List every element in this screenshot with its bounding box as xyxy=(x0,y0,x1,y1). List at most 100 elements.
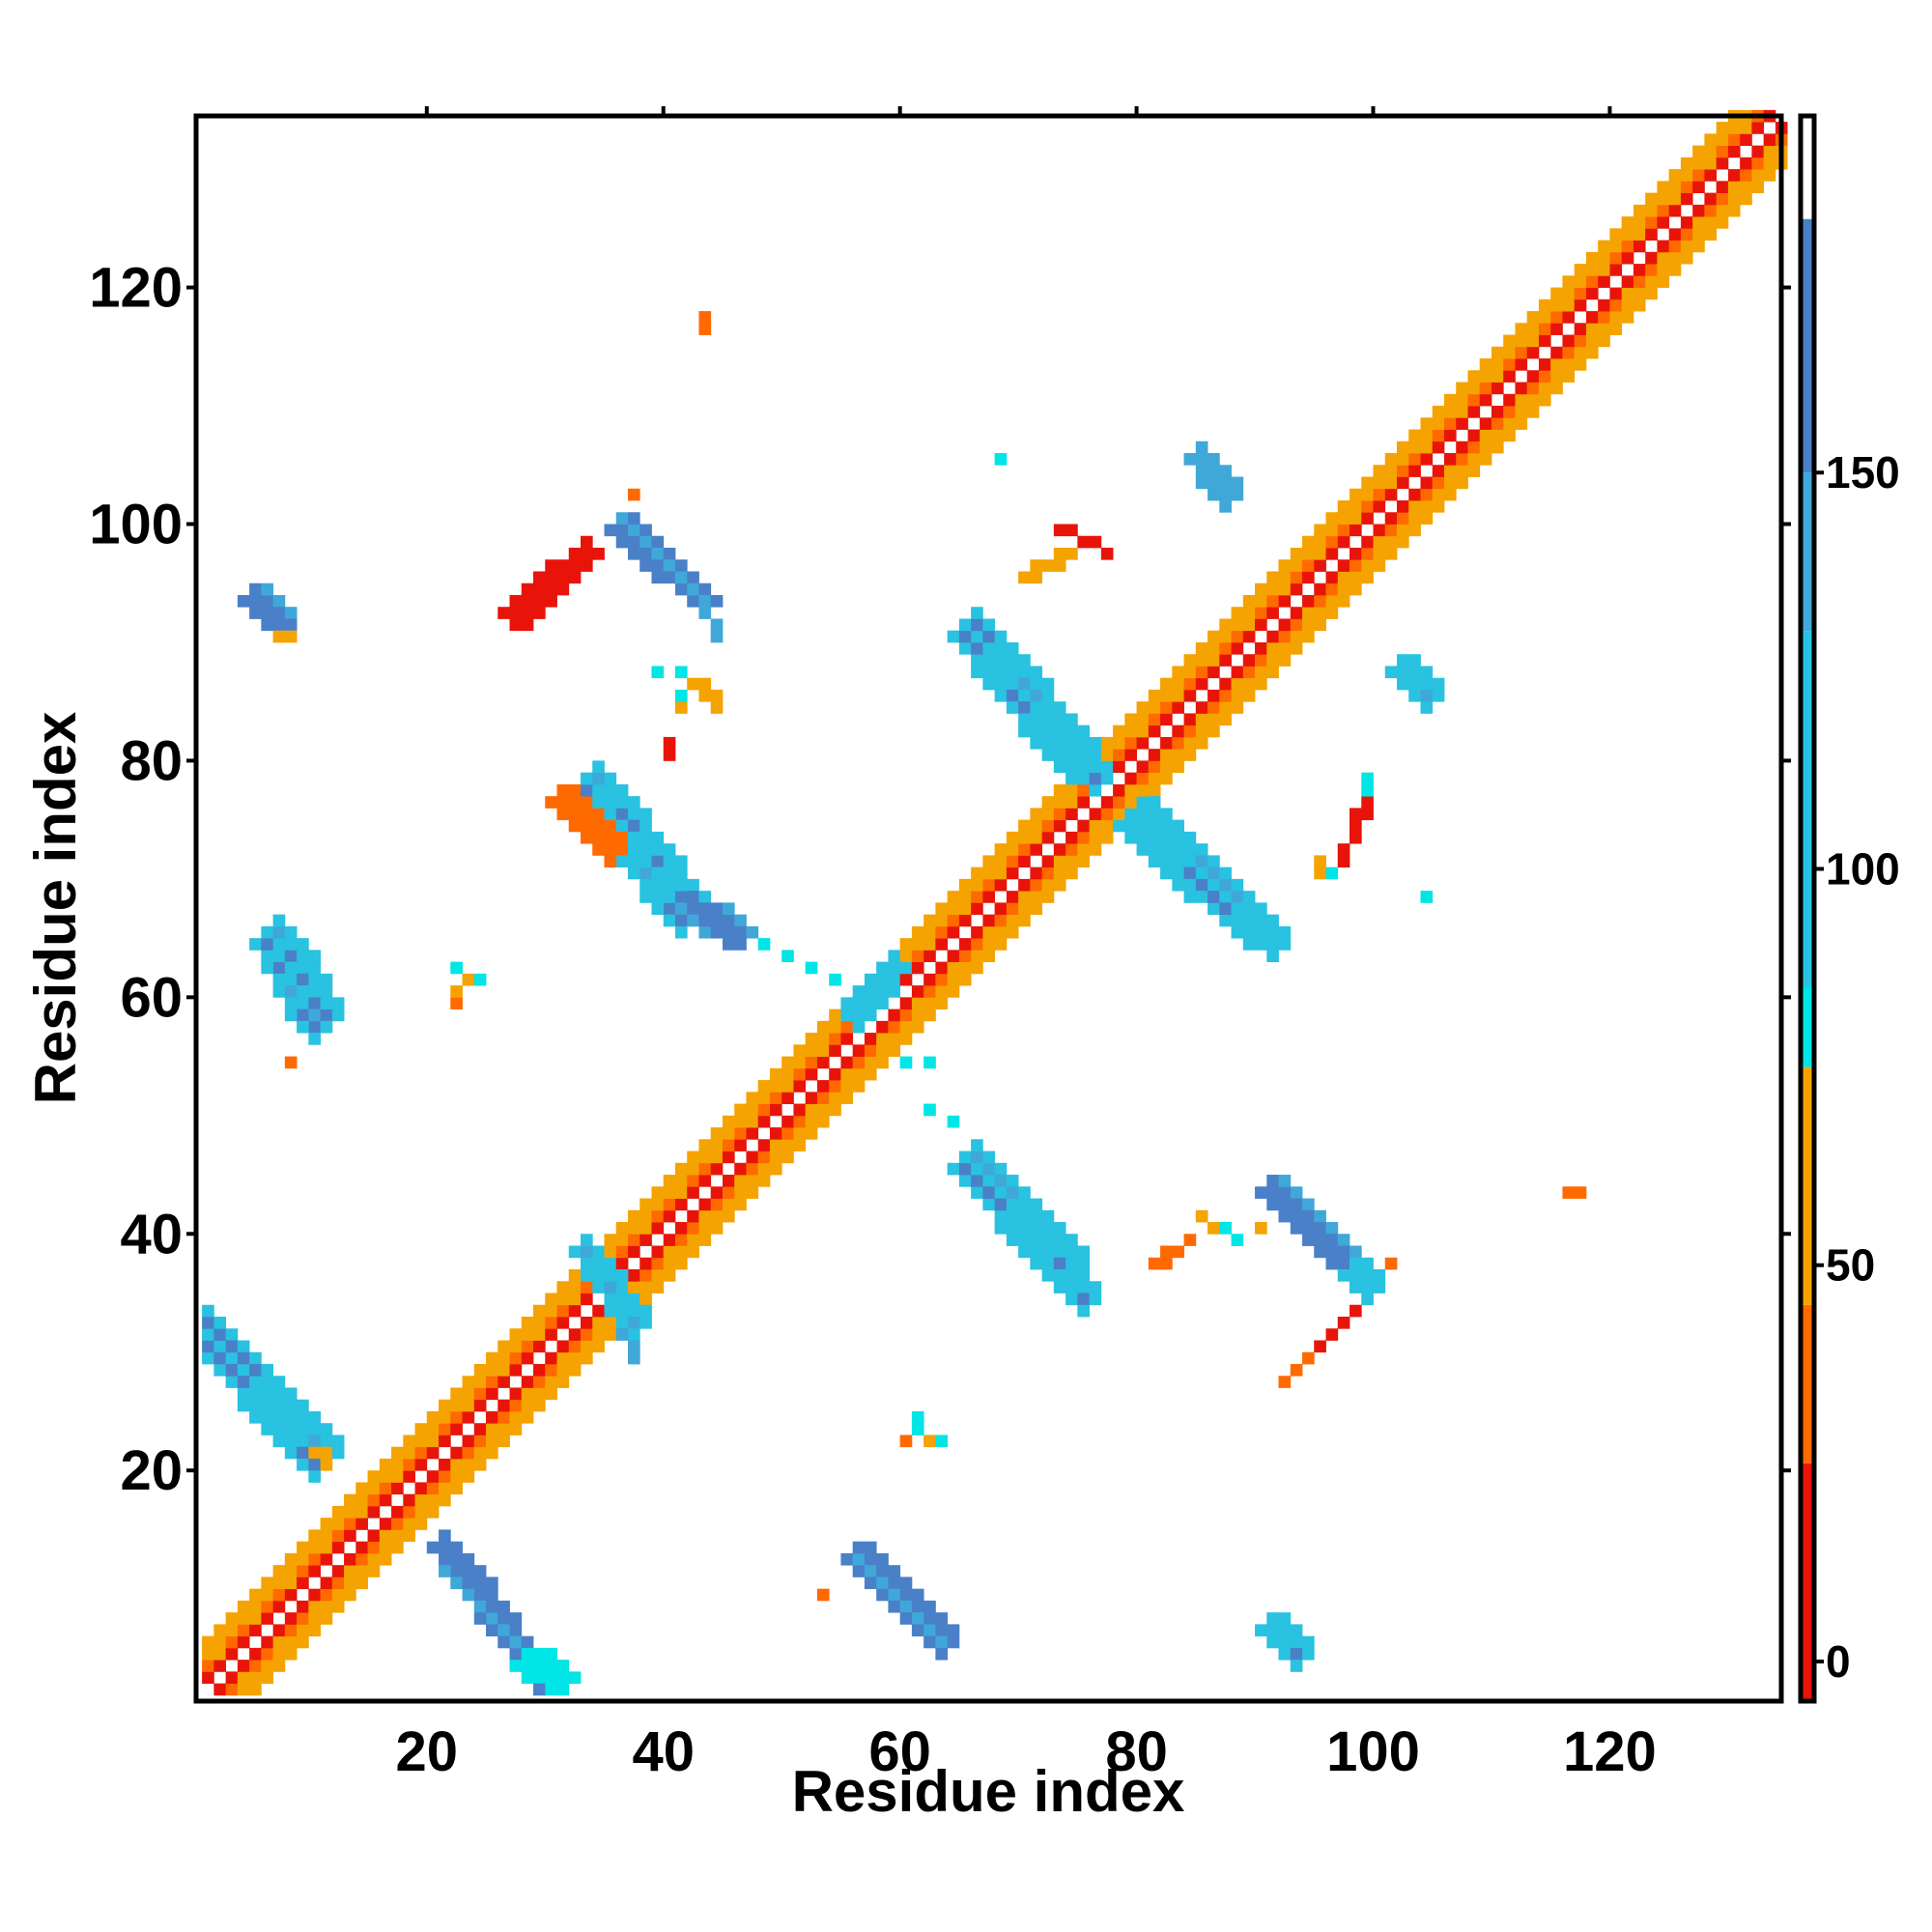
heatmap-cell xyxy=(272,1624,286,1637)
heatmap-cell xyxy=(308,1423,321,1435)
heatmap-cell xyxy=(1645,216,1658,229)
heatmap-cell xyxy=(1030,843,1043,856)
heatmap-cell xyxy=(1172,701,1184,714)
heatmap-cell xyxy=(615,1269,629,1282)
heatmap-cell xyxy=(722,1209,735,1223)
heatmap-cell xyxy=(1562,346,1576,359)
heatmap-cell xyxy=(1350,582,1362,596)
heatmap-cell xyxy=(1432,677,1445,691)
heatmap-cell xyxy=(1467,382,1481,395)
heatmap-cell xyxy=(627,855,640,868)
heatmap-cell xyxy=(1397,476,1409,490)
heatmap-cell xyxy=(272,1423,286,1435)
heatmap-cell xyxy=(344,1552,356,1566)
heatmap-cell xyxy=(272,594,286,608)
heatmap-cell xyxy=(213,1647,227,1661)
heatmap-cell xyxy=(320,1020,333,1034)
heatmap-cell xyxy=(568,571,582,584)
heatmap-cell xyxy=(663,1245,676,1259)
heatmap-cell xyxy=(864,1067,877,1081)
heatmap-cell xyxy=(1657,240,1670,253)
heatmap-cell xyxy=(971,878,983,892)
heatmap-cell xyxy=(1255,607,1267,619)
heatmap-cell xyxy=(769,1127,782,1140)
heatmap-cell xyxy=(497,1423,510,1435)
heatmap-cell xyxy=(486,1410,498,1424)
heatmap-cell xyxy=(1657,251,1670,265)
heatmap-cell xyxy=(462,1446,475,1460)
heatmap-cell xyxy=(1408,440,1421,454)
heatmap-cell xyxy=(958,902,972,916)
heatmap-cell xyxy=(1443,429,1457,442)
heatmap-cell xyxy=(1018,914,1031,927)
heatmap-cell xyxy=(935,1635,949,1649)
heatmap-cell xyxy=(1183,724,1197,738)
heatmap-cell xyxy=(1231,914,1244,927)
heatmap-cell xyxy=(462,1552,475,1566)
heatmap-cell xyxy=(581,831,593,844)
heatmap-cell xyxy=(1443,406,1457,418)
heatmap-cell xyxy=(971,891,983,903)
heatmap-cell xyxy=(521,1376,534,1388)
heatmap-cell xyxy=(308,1470,321,1483)
heatmap-cell xyxy=(545,1328,557,1341)
heatmap-cell xyxy=(1302,571,1315,584)
heatmap-cell xyxy=(439,1410,451,1424)
heatmap-cell xyxy=(261,1612,273,1625)
heatmap-cell xyxy=(355,1518,368,1530)
heatmap-cell xyxy=(876,1020,889,1034)
heatmap-cell xyxy=(1443,393,1457,407)
heatmap-cell xyxy=(876,1565,889,1577)
heatmap-cell xyxy=(237,1376,250,1388)
heatmap-cell xyxy=(556,1376,570,1388)
heatmap-cell xyxy=(1420,417,1434,430)
heatmap-cell xyxy=(840,1020,854,1034)
heatmap-cell xyxy=(1420,689,1434,702)
heatmap-cell xyxy=(1219,867,1232,880)
heatmap-cell xyxy=(1242,618,1256,632)
heatmap-cell xyxy=(734,1162,747,1176)
heatmap-cell xyxy=(249,1351,262,1365)
heatmap-cell xyxy=(545,594,557,608)
heatmap-cell xyxy=(462,1588,475,1602)
heatmap-cell xyxy=(308,1612,321,1625)
heatmap-cell xyxy=(1077,843,1090,856)
heatmap-cell xyxy=(1491,406,1504,418)
heatmap-cell xyxy=(1692,169,1705,182)
heatmap-cell xyxy=(581,1293,593,1306)
heatmap-cell xyxy=(674,925,688,939)
heatmap-cell xyxy=(521,618,534,632)
heatmap-cell xyxy=(581,1328,593,1341)
heatmap-cell xyxy=(1053,1222,1066,1235)
heatmap-cell xyxy=(272,961,286,975)
heatmap-cell xyxy=(439,1552,451,1566)
heatmap-cell xyxy=(545,1376,557,1388)
heatmap-cell xyxy=(1030,819,1043,833)
heatmap-cell xyxy=(1491,358,1504,371)
heatmap-cell xyxy=(1408,666,1421,679)
heatmap-cell xyxy=(663,1257,676,1270)
heatmap-cell xyxy=(1467,406,1481,418)
heatmap-cell xyxy=(698,323,712,335)
heatmap-cell xyxy=(1515,346,1528,359)
heatmap-cell xyxy=(581,535,593,549)
heatmap-cell xyxy=(213,1351,227,1365)
colorbar-bin xyxy=(1801,1066,1814,1305)
heatmap-cell xyxy=(722,1139,735,1151)
heatmap-cell xyxy=(1278,1198,1292,1211)
heatmap-cell xyxy=(1384,535,1398,549)
heatmap-cell xyxy=(982,891,996,903)
heatmap-cell xyxy=(899,1435,913,1448)
heatmap-cell xyxy=(284,985,298,998)
heatmap-cell xyxy=(1361,783,1374,797)
heatmap-cell xyxy=(509,618,523,632)
heatmap-cell xyxy=(592,772,605,785)
heatmap-cell xyxy=(556,1363,570,1377)
heatmap-cell xyxy=(1562,1186,1576,1199)
heatmap-cell xyxy=(403,1518,415,1530)
heatmap-cell xyxy=(1100,736,1114,750)
heatmap-cell xyxy=(1208,713,1220,726)
heatmap-cell xyxy=(308,1552,321,1566)
heatmap-cell xyxy=(1420,429,1434,442)
